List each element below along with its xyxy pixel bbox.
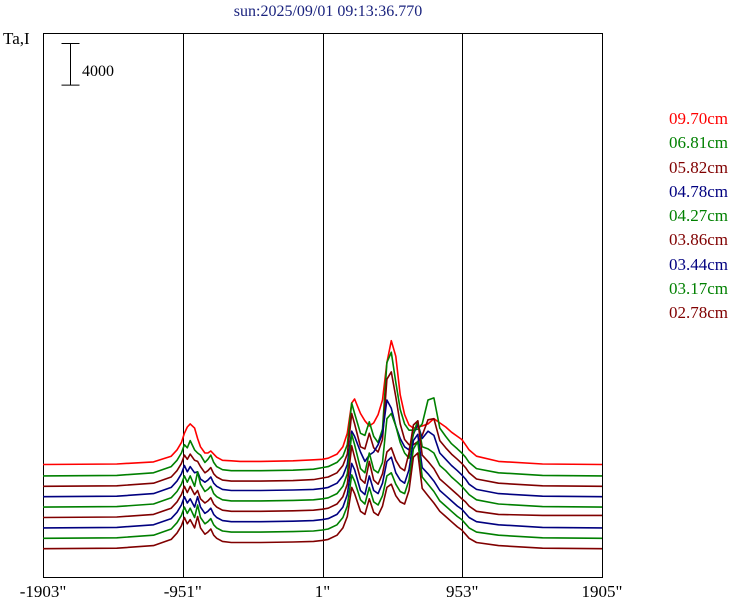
x-tick-label: -1903" xyxy=(19,582,67,601)
legend-entry: 05.82cm xyxy=(669,157,729,177)
legend-entry: 02.78cm xyxy=(669,303,729,323)
reference-lines xyxy=(183,33,463,577)
trace-09.70cm xyxy=(42,339,603,466)
trace-04.78cm xyxy=(42,399,603,498)
scale-bar-label: 4000 xyxy=(82,63,114,80)
legend-entry: 04.27cm xyxy=(669,206,729,226)
trace-02.78cm xyxy=(42,452,603,550)
x-tick-label: 1" xyxy=(314,582,331,601)
trace-06.81cm xyxy=(42,351,603,477)
y-axis-label: Ta,I xyxy=(3,29,30,48)
trace-04.27cm xyxy=(42,412,603,508)
legend-entry: 04.78cm xyxy=(669,181,729,201)
legend-entry: 03.86cm xyxy=(669,230,729,250)
legend-entry: 03.17cm xyxy=(669,279,729,299)
trace-03.44cm xyxy=(42,433,603,529)
spectrum-traces xyxy=(42,339,603,550)
legend-entry: 06.81cm xyxy=(669,133,729,153)
trace-05.82cm xyxy=(42,371,603,488)
trace-03.86cm xyxy=(42,419,602,519)
legend-entry: 03.44cm xyxy=(669,254,729,274)
x-tick-label: 953" xyxy=(446,582,479,601)
page-title: sun:2025/09/01 09:13:36.770 xyxy=(233,3,423,20)
x-tick-label: -951" xyxy=(163,582,202,601)
trace-03.17cm xyxy=(42,440,603,540)
x-tick-label: 1905" xyxy=(581,582,623,601)
legend: 09.70cm 06.81cm 05.82cm 04.78cm 04.27cm 03.86… xyxy=(669,107,728,326)
legend-entry: 09.70cm xyxy=(669,109,729,128)
scale-bar xyxy=(61,43,80,86)
